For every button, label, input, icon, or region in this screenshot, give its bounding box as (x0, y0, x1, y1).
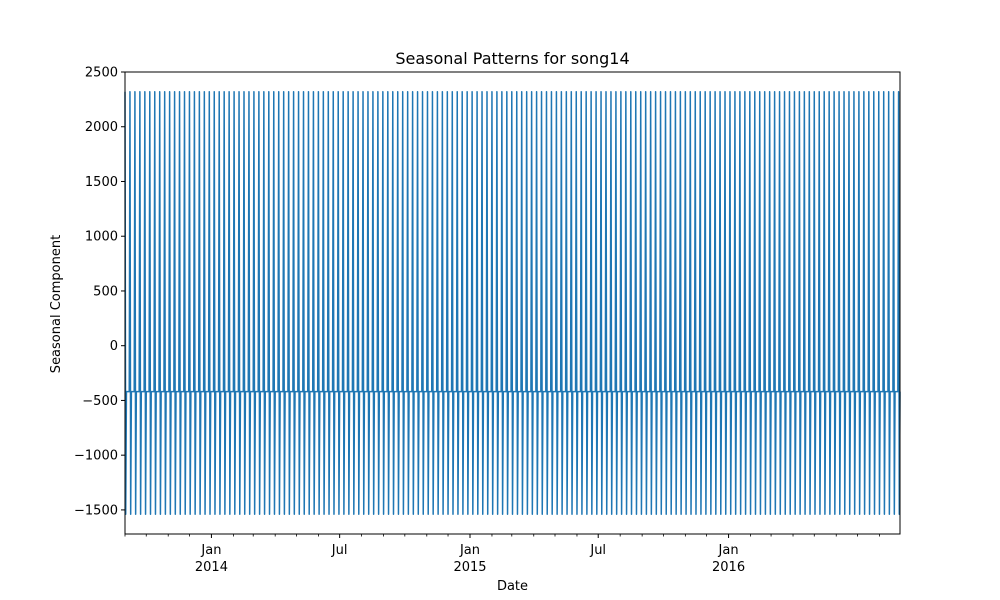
y-tick-label: 0 (110, 339, 118, 354)
x-tick-label: Jul (589, 543, 606, 558)
y-tick-label: 2500 (85, 66, 118, 81)
x-tick-year-label: 2016 (712, 560, 745, 575)
x-tick-label: Jan (718, 543, 739, 558)
chart-title: Seasonal Patterns for song14 (395, 49, 629, 68)
x-tick-year-label: 2015 (453, 560, 486, 575)
x-axis-label: Date (497, 579, 528, 594)
y-axis: −1500 −1000 −500 0 500 1000 1500 2000 2500 (74, 66, 125, 518)
y-axis-label: Seasonal Component (49, 235, 64, 373)
y-tick-label: −1000 (74, 449, 118, 464)
x-tick-label: Jul (331, 543, 348, 558)
plot-frame (124, 71, 901, 535)
y-tick-label: 2000 (85, 120, 118, 135)
y-tick-label: 1000 (85, 230, 118, 245)
x-tick-label: Jan (459, 543, 480, 558)
y-tick-label: −500 (82, 394, 118, 409)
series-line-0 (124, 90, 901, 516)
y-tick-label: 500 (93, 284, 118, 299)
x-axis: Jan 2014 Jul Jan 2015 Jul Jan 2016 (124, 534, 880, 575)
y-tick-label: −1500 (74, 503, 118, 518)
y-tick-label: 1500 (85, 175, 118, 190)
plot-area (124, 90, 901, 516)
x-tick-year-label: 2014 (195, 560, 228, 575)
x-tick-label: Jan (200, 543, 221, 558)
